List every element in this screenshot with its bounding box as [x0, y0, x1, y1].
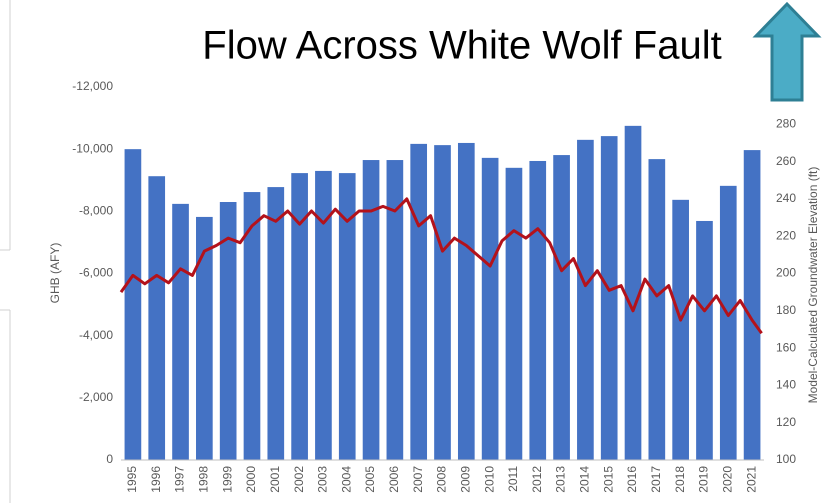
bar [600, 136, 618, 460]
bar [196, 216, 213, 460]
x-tick-label: 2004 [339, 466, 353, 493]
bar [243, 192, 261, 461]
bar [505, 167, 523, 461]
bar [719, 185, 737, 460]
x-tick-label: 2014 [578, 466, 592, 493]
bar [743, 150, 761, 460]
y2-axis-label: Model-Calculated Groundwater Elevation (… [806, 167, 820, 404]
x-tick-label: 2005 [363, 466, 377, 493]
bar [148, 176, 166, 460]
x-tick-label: 2010 [482, 466, 496, 493]
bar [315, 170, 332, 461]
x-tick-label: 2018 [673, 466, 687, 493]
y2-tick-label: 200 [776, 266, 796, 280]
bar [291, 173, 308, 460]
bar [124, 149, 142, 460]
line-series [119, 197, 763, 335]
x-tick-label: 1998 [197, 466, 211, 493]
bar [219, 202, 237, 460]
bar [529, 160, 547, 460]
y2-tick-label: 280 [776, 116, 796, 130]
x-tick-label: 2017 [649, 466, 663, 493]
bar [624, 125, 642, 461]
x-tick-label: 2013 [554, 466, 568, 493]
y2-tick-label: 100 [776, 452, 796, 466]
x-tick-label: 2012 [530, 466, 544, 493]
bar [267, 187, 285, 461]
y-tick-label: -6,000 [79, 266, 113, 280]
y2-tick-label: 260 [776, 154, 796, 168]
y-axis-label: GHB (AFY) [48, 243, 62, 304]
y-tick-label: -4,000 [79, 328, 113, 342]
chart-title: Flow Across White Wolf Fault [202, 24, 721, 68]
x-tick-label: 2001 [268, 466, 282, 493]
x-tick-label: 2006 [387, 466, 401, 493]
y2-tick-label: 180 [776, 303, 796, 317]
y-tick-label: -12,000 [72, 79, 113, 93]
y2-tick-label: 140 [776, 378, 796, 392]
bar [457, 142, 475, 460]
x-tick-label: 1997 [173, 466, 187, 493]
bar [338, 173, 356, 460]
y-tick-label: -2,000 [79, 390, 113, 404]
y2-tick-label: 160 [776, 340, 796, 354]
x-tick-label: 2021 [744, 466, 758, 493]
y-tick-label: 0 [106, 452, 113, 466]
bar [648, 159, 666, 460]
bar [577, 139, 594, 460]
x-tick-label: 1996 [149, 466, 163, 493]
bar [172, 203, 189, 460]
y-tick-label: -10,000 [72, 141, 113, 155]
x-tick-label: 1999 [220, 466, 234, 493]
x-tick-label: 2009 [458, 466, 472, 493]
x-tick-label: 2003 [316, 466, 330, 493]
up-arrow [752, 1, 822, 102]
y-tick-label: -8,000 [79, 204, 113, 218]
bar [434, 145, 451, 460]
bar [672, 199, 689, 460]
bar [410, 143, 428, 460]
bar [553, 155, 570, 460]
x-tick-label: 2002 [292, 466, 306, 493]
x-tick-label: 2019 [697, 466, 711, 493]
y2-tick-label: 120 [776, 415, 796, 429]
bar [386, 160, 404, 460]
x-tick-label: 2007 [411, 466, 425, 493]
x-tick-label: 2015 [601, 466, 615, 493]
y2-tick-label: 240 [776, 191, 796, 205]
x-tick-label: 1995 [125, 466, 139, 493]
bar [696, 220, 713, 460]
x-tick-label: 2000 [244, 466, 258, 493]
bar [481, 157, 499, 460]
x-tick-label: 2011 [506, 466, 520, 492]
bar [362, 160, 380, 460]
x-tick-label: 2016 [625, 466, 639, 493]
y2-tick-label: 220 [776, 228, 796, 242]
x-tick-label: 2008 [435, 466, 449, 493]
x-tick-label: 2020 [720, 466, 734, 493]
